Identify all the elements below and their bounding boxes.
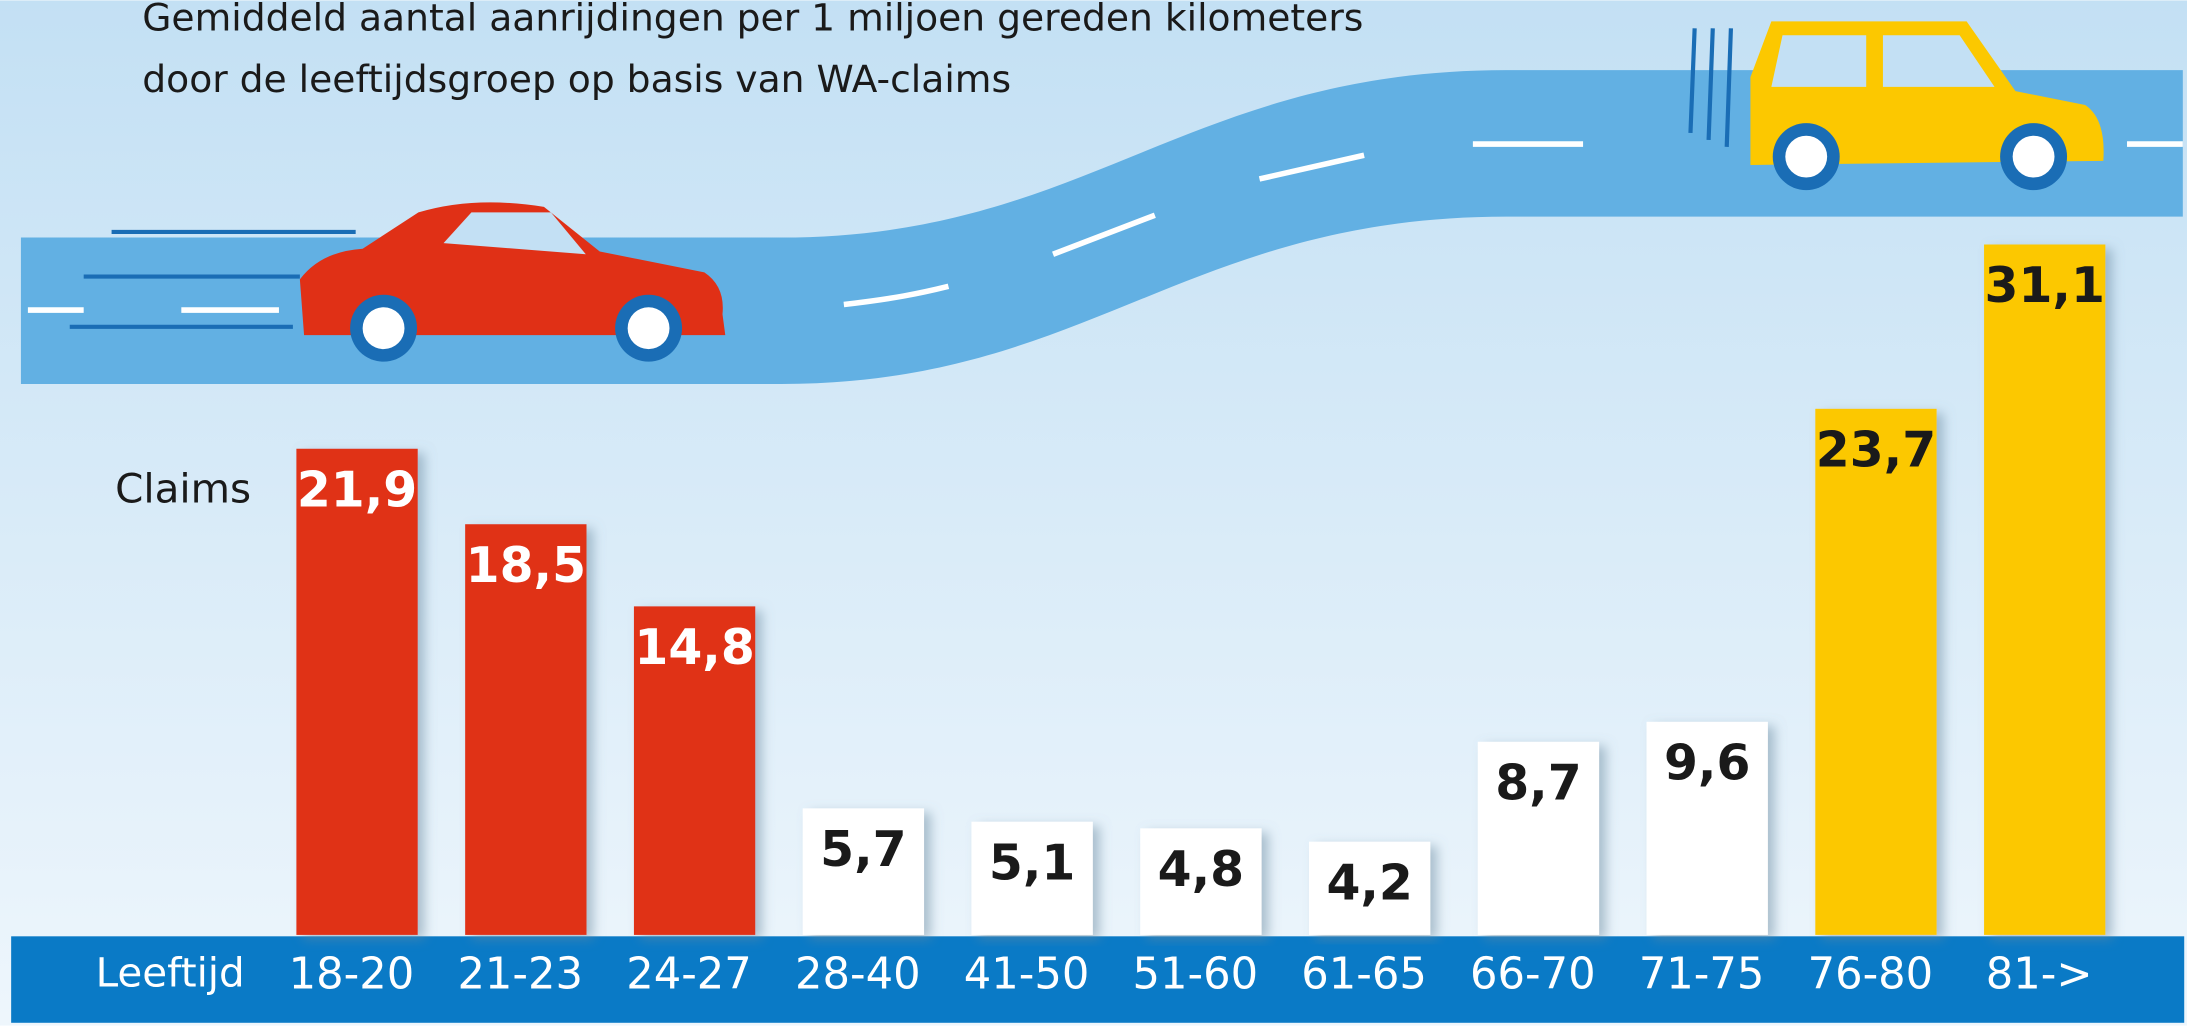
value-label: 14,8 [634, 619, 754, 676]
chart: Gemiddeld aantal aanrijdingen per 1 milj… [0, 0, 2187, 1026]
x-tick-label: 81-> [1986, 949, 2093, 999]
chart-title-line: door de leeftijdsgroep op basis van WA-c… [142, 57, 1011, 101]
x-tick-label: 41-50 [964, 949, 1090, 999]
value-label: 18,5 [466, 537, 586, 594]
bar [1815, 409, 1936, 935]
value-label: 8,7 [1495, 754, 1581, 811]
x-tick-label: 66-70 [1470, 949, 1596, 999]
value-label: 31,1 [1985, 257, 2105, 314]
x-tick-label: 24-27 [626, 949, 752, 999]
x-tick-label: 28-40 [795, 949, 921, 999]
value-label: 5,1 [989, 834, 1075, 891]
y-axis-label: Claims [115, 464, 251, 512]
chart-title-line: Gemiddeld aantal aanrijdingen per 1 milj… [142, 0, 1363, 39]
bar [1984, 245, 2105, 935]
x-axis-label: Leeftijd [96, 948, 245, 996]
value-label: 9,6 [1664, 734, 1750, 791]
x-tick-label: 51-60 [1133, 949, 1259, 999]
x-tick-label: 21-23 [457, 949, 583, 999]
value-label: 23,7 [1816, 421, 1936, 478]
page: {"chart_data": {"type": "bar", "title": … [0, 0, 2187, 1026]
bar [296, 449, 417, 935]
value-label: 4,2 [1326, 854, 1412, 911]
value-label: 4,8 [1158, 841, 1244, 898]
x-tick-label: 18-20 [289, 949, 415, 999]
value-label: 5,7 [820, 821, 906, 878]
x-tick-label: 76-80 [1808, 949, 1934, 999]
x-tick-label: 71-75 [1639, 949, 1765, 999]
x-tick-label: 61-65 [1301, 949, 1427, 999]
value-label: 21,9 [297, 461, 417, 518]
